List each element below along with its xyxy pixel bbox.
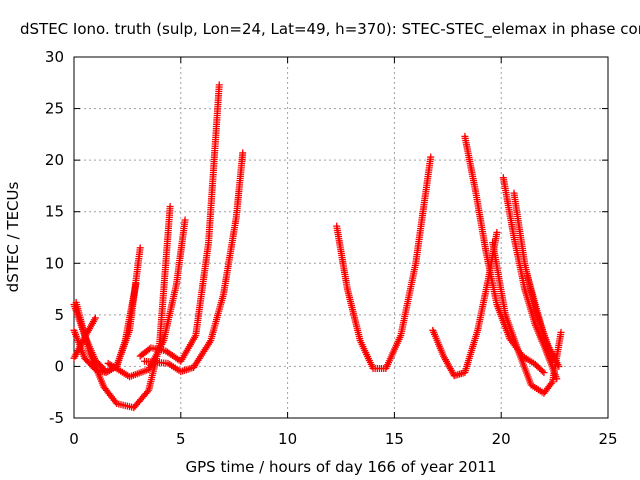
y-tick-label: 25 <box>45 100 64 118</box>
data-point <box>557 328 565 336</box>
series-arc-3 <box>72 203 174 412</box>
x-tick-label: 20 <box>492 430 511 448</box>
data-point <box>555 362 563 370</box>
series-arc-14 <box>523 270 556 365</box>
data-point <box>540 369 548 377</box>
data-point <box>427 153 435 161</box>
x-tick-label: 25 <box>598 430 617 448</box>
data-point <box>548 357 556 365</box>
data-point <box>493 228 501 236</box>
data-point <box>547 380 555 388</box>
series-arc-9 <box>429 228 501 380</box>
data-points <box>70 81 565 412</box>
data-point <box>166 203 174 211</box>
data-point <box>553 375 561 383</box>
y-tick-label: 15 <box>45 203 64 221</box>
y-axis-label: dSTEC / TECUs <box>4 181 22 292</box>
y-tick-label: 0 <box>54 357 64 375</box>
data-point <box>136 244 144 252</box>
data-point <box>239 149 247 157</box>
y-tick-label: -5 <box>49 409 64 427</box>
series-arc-7 <box>140 149 247 376</box>
x-tick-label: 15 <box>385 430 404 448</box>
y-tick-label: 5 <box>54 306 64 324</box>
chart-title: dSTEC Iono. truth (sulp, Lon=24, Lat=49,… <box>20 20 640 39</box>
data-point <box>538 367 546 375</box>
y-axis: -5 0 5 10 15 20 25 30 <box>45 48 608 427</box>
y-tick-label: 20 <box>45 151 64 169</box>
data-point <box>91 314 99 322</box>
series-arc-6 <box>136 81 223 365</box>
x-tick-label: 0 <box>69 430 79 448</box>
x-axis-label: GPS time / hours of day 166 of year 2011 <box>186 458 497 476</box>
x-axis: 0 5 10 15 20 25 <box>69 57 618 448</box>
plot-frame <box>73 56 609 419</box>
data-point <box>181 216 189 224</box>
y-tick-label: 30 <box>45 48 64 66</box>
series-arc-4 <box>70 314 99 362</box>
data-point <box>215 81 223 89</box>
series-arc-11 <box>489 239 565 397</box>
series-arc-2 <box>70 244 144 377</box>
data-point <box>143 388 151 396</box>
x-tick-label: 5 <box>176 430 186 448</box>
series-arc-8 <box>333 153 435 372</box>
x-tick-label: 10 <box>278 430 297 448</box>
y-tick-label: 10 <box>45 254 64 272</box>
